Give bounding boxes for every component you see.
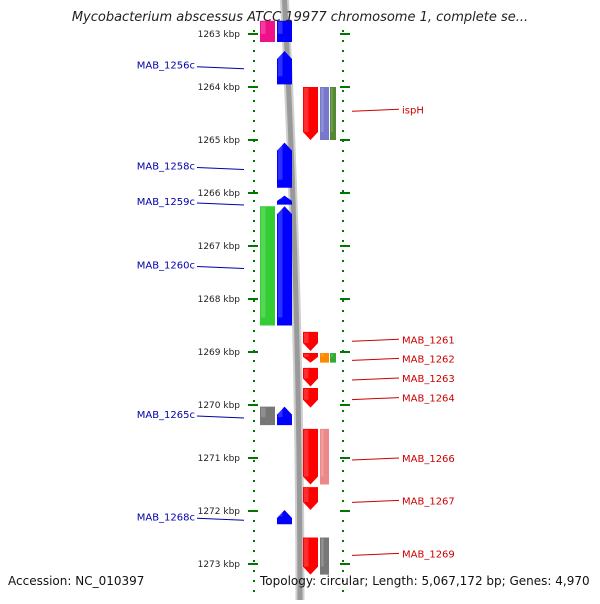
- right-label-leader: [351, 108, 400, 112]
- gene-feature[interactable]: [303, 487, 318, 510]
- gene-feature-shine: [304, 88, 309, 132]
- gene-feature-shine: [278, 21, 283, 34]
- axis-tick-label: 1273 kbp: [198, 560, 241, 570]
- gene-feature[interactable]: [277, 509, 292, 525]
- gene-label-right[interactable]: MAB_1261: [402, 335, 455, 346]
- gene-feature-shine: [304, 389, 309, 400]
- axis-tick-label: 1267 kbp: [198, 242, 241, 252]
- right-label-leader: [351, 552, 400, 556]
- gene-feature[interactable]: [330, 353, 336, 363]
- axis-tick-label: 1271 kbp: [198, 454, 241, 464]
- gene-feature[interactable]: [303, 537, 318, 575]
- gene-feature-shine: [304, 354, 309, 357]
- gene-feature-shine: [304, 488, 309, 502]
- gene-feature-shine: [278, 510, 283, 517]
- gene-feature[interactable]: [320, 537, 329, 575]
- gene-feature-shine: [261, 407, 266, 418]
- gene-feature-shine: [321, 429, 324, 477]
- gene-feature[interactable]: [303, 353, 318, 363]
- gene-feature[interactable]: [277, 406, 292, 426]
- gene-feature[interactable]: [260, 206, 275, 326]
- gene-feature[interactable]: [303, 331, 318, 351]
- gene-feature[interactable]: [303, 367, 318, 387]
- axis-tick-label: 1264 kbp: [198, 83, 241, 93]
- gene-feature[interactable]: [277, 142, 292, 188]
- right-label-leader: [351, 457, 400, 461]
- gene-label-left[interactable]: MAB_1256c: [137, 61, 195, 72]
- gene-feature-shine: [261, 207, 266, 318]
- gene-feature-shine: [278, 207, 283, 318]
- right-label-leader: [351, 357, 400, 361]
- gene-feature-shine: [304, 368, 309, 379]
- axis-tick-label: 1270 kbp: [198, 401, 241, 411]
- left-label-leader: [196, 415, 245, 419]
- gene-feature-shine: [278, 407, 283, 418]
- axis-tick-label: 1263 kbp: [198, 30, 241, 40]
- gene-feature-shine: [304, 332, 309, 343]
- gene-label-left[interactable]: MAB_1258c: [137, 161, 195, 172]
- axis-tick-label: 1272 kbp: [198, 507, 241, 517]
- left-label-leader: [196, 66, 245, 70]
- gene-feature-shine: [304, 538, 309, 567]
- gene-feature-shine: [321, 538, 324, 567]
- gene-feature[interactable]: [320, 428, 329, 485]
- gene-feature[interactable]: [320, 87, 329, 140]
- gene-feature-shine: [331, 354, 333, 357]
- gene-label-right[interactable]: MAB_1263: [402, 374, 455, 385]
- gene-feature[interactable]: [330, 87, 336, 140]
- gene-feature-shine: [278, 143, 283, 180]
- axis-tick-label: 1266 kbp: [198, 189, 241, 199]
- gene-label-right[interactable]: MAB_1269: [402, 549, 455, 560]
- gene-feature-shine: [321, 354, 324, 357]
- right-label-leader: [351, 397, 400, 401]
- gene-feature[interactable]: [320, 353, 329, 363]
- gene-label-left[interactable]: MAB_1268c: [137, 512, 195, 523]
- gene-feature[interactable]: [303, 428, 318, 485]
- gene-label-right[interactable]: MAB_1266: [402, 454, 455, 465]
- gene-label-right[interactable]: ispH: [402, 105, 424, 116]
- left-label-leader: [196, 166, 245, 170]
- right-label-leader: [351, 377, 400, 381]
- gene-feature[interactable]: [277, 50, 292, 85]
- accession-text: Accession: NC_010397: [8, 574, 145, 588]
- gene-label-right[interactable]: MAB_1262: [402, 354, 455, 365]
- axis-tick-label: 1265 kbp: [198, 136, 241, 146]
- right-label-leader: [351, 338, 400, 342]
- gene-feature[interactable]: [277, 195, 292, 205]
- gene-feature[interactable]: [303, 388, 318, 408]
- gene-label-left[interactable]: MAB_1259c: [137, 197, 195, 208]
- gene-feature-shine: [331, 88, 333, 132]
- topology-text: Topology: circular; Length: 5,067,172 bp…: [260, 574, 590, 588]
- left-label-leader: [196, 266, 245, 270]
- gene-feature-shine: [261, 21, 266, 34]
- gene-feature[interactable]: [260, 406, 275, 426]
- gene-feature[interactable]: [277, 206, 292, 326]
- map-title: Mycobacterium abscessus ATCC 19977 chrom…: [71, 10, 529, 25]
- gene-label-left[interactable]: MAB_1260c: [137, 261, 195, 272]
- gene-feature-shine: [321, 88, 324, 132]
- gene-feature-shine: [278, 51, 283, 77]
- gene-feature-shine: [304, 429, 309, 477]
- gene-feature[interactable]: [303, 87, 318, 140]
- gene-label-left[interactable]: MAB_1265c: [137, 410, 195, 421]
- gene-feature[interactable]: [260, 20, 275, 42]
- axis-tick-label: 1268 kbp: [198, 295, 241, 305]
- gene-feature-shine: [278, 196, 283, 200]
- gene-label-right[interactable]: MAB_1264: [402, 394, 455, 405]
- axis-tick-label: 1269 kbp: [198, 348, 241, 358]
- gene-label-right[interactable]: MAB_1267: [402, 496, 455, 507]
- left-label-leader: [196, 202, 245, 206]
- right-label-leader: [351, 499, 400, 503]
- left-label-leader: [196, 517, 245, 521]
- gene-feature[interactable]: [277, 20, 292, 42]
